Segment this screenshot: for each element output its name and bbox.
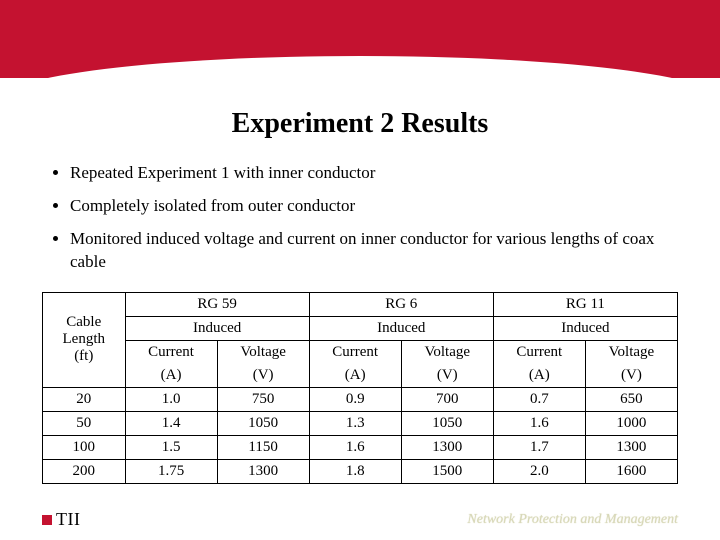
table-row: 100 1.5 1150 1.6 1300 1.7 1300 — [43, 435, 678, 459]
cell: 750 — [217, 387, 309, 411]
col-unit: (V) — [217, 364, 309, 388]
cell: 1.8 — [309, 459, 401, 483]
cell-len: 100 — [43, 435, 126, 459]
table-row: 20 1.0 750 0.9 700 0.7 650 — [43, 387, 678, 411]
col-label: Current — [125, 340, 217, 364]
cell-len: 50 — [43, 411, 126, 435]
cell: 1.3 — [309, 411, 401, 435]
header-curve — [0, 56, 720, 100]
col-unit: (A) — [493, 364, 585, 388]
cell: 1.6 — [493, 411, 585, 435]
cell: 1300 — [217, 459, 309, 483]
group-header: RG 11 — [493, 292, 677, 316]
logo-text: TII — [56, 509, 80, 530]
col-label: Voltage — [217, 340, 309, 364]
results-table-wrap: Cable Length (ft) RG 59 RG 6 RG 11 Induc… — [0, 292, 720, 484]
footer: TII Network Protection and Management — [0, 509, 720, 530]
cell-len: 200 — [43, 459, 126, 483]
bullet-list: Repeated Experiment 1 with inner conduct… — [70, 162, 670, 274]
group-header: RG 59 — [125, 292, 309, 316]
col-label: Current — [493, 340, 585, 364]
cell: 1300 — [585, 435, 677, 459]
cell: 0.9 — [309, 387, 401, 411]
cell: 1.75 — [125, 459, 217, 483]
cell: 1150 — [217, 435, 309, 459]
cell: 650 — [585, 387, 677, 411]
cell: 1.7 — [493, 435, 585, 459]
cell: 1600 — [585, 459, 677, 483]
row-header-cell: Cable Length (ft) — [43, 292, 126, 387]
row-header-line: Length — [63, 331, 106, 347]
footer-tagline: Network Protection and Management — [467, 512, 678, 528]
col-unit: (V) — [401, 364, 493, 388]
logo-icon — [42, 515, 52, 525]
cell: 0.7 — [493, 387, 585, 411]
cell: 1.0 — [125, 387, 217, 411]
group-header: RG 6 — [309, 292, 493, 316]
cell: 1.6 — [309, 435, 401, 459]
col-label: Voltage — [585, 340, 677, 364]
col-unit: (A) — [309, 364, 401, 388]
cell: 700 — [401, 387, 493, 411]
group-subhead: Induced — [493, 316, 677, 340]
list-item: Completely isolated from outer conductor — [70, 195, 670, 218]
header-banner — [0, 0, 720, 78]
logo: TII — [42, 509, 80, 530]
cell: 1.5 — [125, 435, 217, 459]
cell: 2.0 — [493, 459, 585, 483]
cell: 1.4 — [125, 411, 217, 435]
group-subhead: Induced — [309, 316, 493, 340]
col-label: Voltage — [401, 340, 493, 364]
table-row: 200 1.75 1300 1.8 1500 2.0 1600 — [43, 459, 678, 483]
cell: 1050 — [217, 411, 309, 435]
cell: 1050 — [401, 411, 493, 435]
group-subhead: Induced — [125, 316, 309, 340]
row-header-line: Cable — [66, 314, 101, 330]
list-item: Monitored induced voltage and current on… — [70, 228, 670, 274]
col-label: Current — [309, 340, 401, 364]
results-table: Cable Length (ft) RG 59 RG 6 RG 11 Induc… — [42, 292, 678, 484]
list-item: Repeated Experiment 1 with inner conduct… — [70, 162, 670, 185]
col-unit: (V) — [585, 364, 677, 388]
cell: 1500 — [401, 459, 493, 483]
cell: 1000 — [585, 411, 677, 435]
page-title: Experiment 2 Results — [0, 108, 720, 140]
row-header-line: (ft) — [74, 348, 93, 364]
col-unit: (A) — [125, 364, 217, 388]
cell: 1300 — [401, 435, 493, 459]
cell-len: 20 — [43, 387, 126, 411]
table-row: 50 1.4 1050 1.3 1050 1.6 1000 — [43, 411, 678, 435]
